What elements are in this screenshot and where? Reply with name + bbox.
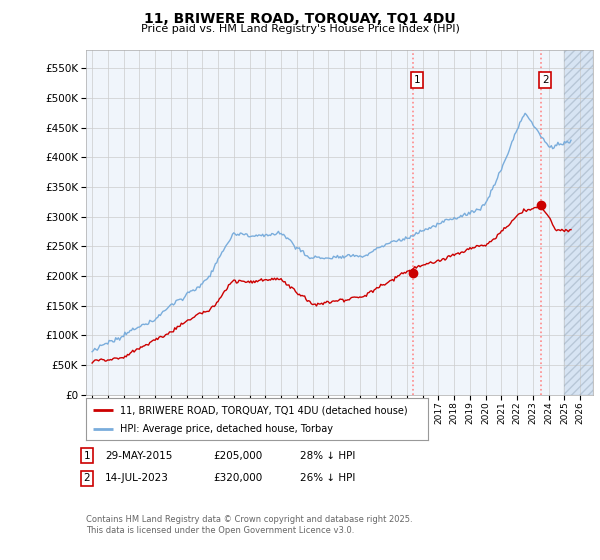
Text: £205,000: £205,000 bbox=[213, 451, 262, 461]
Text: 1: 1 bbox=[83, 451, 91, 461]
Text: 2: 2 bbox=[83, 473, 91, 483]
Text: 14-JUL-2023: 14-JUL-2023 bbox=[105, 473, 169, 483]
Text: HPI: Average price, detached house, Torbay: HPI: Average price, detached house, Torb… bbox=[120, 424, 333, 434]
Text: 11, BRIWERE ROAD, TORQUAY, TQ1 4DU (detached house): 11, BRIWERE ROAD, TORQUAY, TQ1 4DU (deta… bbox=[120, 405, 407, 415]
Bar bbox=[565, 50, 593, 395]
Text: £320,000: £320,000 bbox=[213, 473, 262, 483]
Text: 28% ↓ HPI: 28% ↓ HPI bbox=[300, 451, 355, 461]
Text: 26% ↓ HPI: 26% ↓ HPI bbox=[300, 473, 355, 483]
Text: 1: 1 bbox=[414, 75, 421, 85]
Text: 2: 2 bbox=[542, 75, 549, 85]
Text: Contains HM Land Registry data © Crown copyright and database right 2025.
This d: Contains HM Land Registry data © Crown c… bbox=[86, 515, 412, 535]
Text: Price paid vs. HM Land Registry's House Price Index (HPI): Price paid vs. HM Land Registry's House … bbox=[140, 24, 460, 34]
Text: 29-MAY-2015: 29-MAY-2015 bbox=[105, 451, 172, 461]
Bar bbox=[565, 50, 593, 395]
Text: 11, BRIWERE ROAD, TORQUAY, TQ1 4DU: 11, BRIWERE ROAD, TORQUAY, TQ1 4DU bbox=[144, 12, 456, 26]
